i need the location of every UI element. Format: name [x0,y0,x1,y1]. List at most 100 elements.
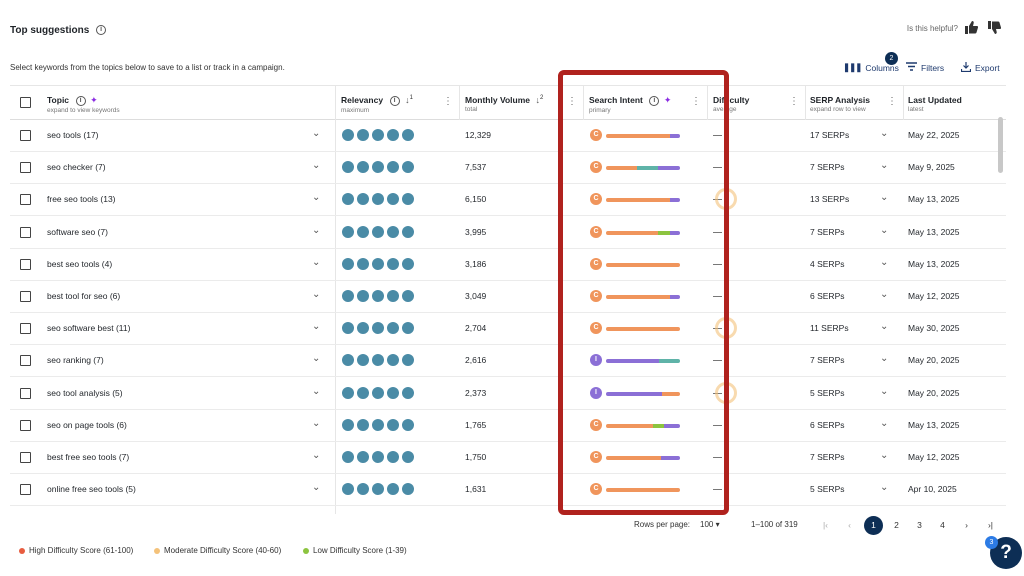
chevron-down-icon[interactable]: ⌄ [880,128,889,139]
table-row[interactable]: seo tools (17) ⌄ 12,329 C 17 SERPs ⌄ May… [10,120,1006,152]
topic-name[interactable]: best free seo tools (7) [47,452,130,462]
chevron-down-icon[interactable]: ⌄ [312,224,321,236]
table-row[interactable]: seo software best (11) ⌄ 2,704 C 11 SERP… [10,313,1006,346]
table-row[interactable]: seo checker (7) ⌄ 7,537 C 7 SERPs ⌄ May … [10,152,1006,185]
table-row[interactable]: best tool for seo (6) ⌄ 3,049 C 6 SERPs … [10,281,1006,313]
next-page-icon[interactable]: › [965,520,968,530]
chevron-down-icon[interactable]: ⌄ [880,353,889,365]
column-serp[interactable]: SERP Analysis expand row to view [810,95,870,113]
topic-name[interactable]: online free seo tools (5) [47,484,136,495]
chevron-down-icon[interactable]: ⌄ [880,289,889,300]
table-row[interactable]: software seo (7) ⌄ 3,995 C 7 SERPs ⌄ May… [10,217,1006,249]
table-row[interactable]: best seo tools (4) ⌄ 3,186 C 4 SERPs ⌄ M… [10,249,1006,281]
row-checkbox[interactable] [20,484,31,496]
chevron-down-icon[interactable]: ⌄ [312,450,321,461]
row-checkbox[interactable] [20,130,31,141]
select-all-checkbox[interactable] [20,97,31,108]
column-relevancy[interactable]: Relevancy i ↓1 maximum [341,95,413,114]
chevron-down-icon[interactable]: ⌄ [312,385,321,397]
row-checkbox[interactable] [20,355,31,367]
row-checkbox[interactable] [20,226,31,238]
row-checkbox[interactable] [20,387,31,399]
vertical-scrollbar[interactable] [998,117,1003,173]
chevron-down-icon[interactable]: ⌄ [312,417,321,429]
topic-name[interactable]: seo software best (11) [47,323,131,334]
column-intent[interactable]: Search Intent i ✦ primary [589,95,671,114]
thumbs-up-icon[interactable] [964,21,979,36]
column-volume[interactable]: Monthly Volume ↓2 total [465,95,543,113]
chevron-down-icon[interactable]: ⌄ [880,256,889,268]
chevron-down-icon[interactable]: ⌄ [312,482,321,494]
row-checkbox[interactable] [20,419,31,431]
chevron-down-icon[interactable]: ⌄ [312,353,321,365]
column-topic[interactable]: Topic i ✦ expand to view keywords [47,95,120,114]
topic-name[interactable]: best seo tools (4) [47,258,113,269]
info-icon[interactable]: i [75,95,86,106]
column-menu-icon[interactable]: ⋮ [789,96,799,107]
row-checkbox[interactable] [20,162,31,174]
chevron-down-icon[interactable]: ⌄ [312,192,321,204]
chevron-down-icon[interactable]: ⌄ [312,160,321,172]
chevron-down-icon[interactable]: ⌄ [312,321,321,333]
monthly-volume: 1,765 [465,419,487,430]
row-checkbox[interactable] [20,291,31,302]
topic-name[interactable]: seo ranking (7) [47,355,104,366]
table-row[interactable]: seo on page tools (6) ⌄ 1,765 C 6 SERPs … [10,410,1006,442]
sort-desc-icon[interactable]: ↓ [535,95,541,105]
chevron-down-icon[interactable]: ⌄ [880,385,889,397]
column-menu-icon[interactable]: ⋮ [443,96,453,107]
page-number-button[interactable]: 1 [864,516,883,535]
topic-name[interactable]: seo on page tools (6) [47,419,127,430]
column-menu-icon[interactable]: ⋮ [567,96,577,107]
chevron-down-icon[interactable]: ⌄ [880,192,889,204]
topic-name[interactable]: seo tools (17) [47,130,99,140]
info-icon[interactable]: i [96,25,107,36]
helpful-prompt: Is this helpful? [906,24,958,33]
topic-name[interactable]: free seo tools (13) [47,194,116,205]
intent-badge-icon: C [590,483,602,496]
column-menu-icon[interactable]: ⋮ [887,96,897,107]
row-checkbox[interactable] [20,258,31,270]
topic-name[interactable]: seo tool analysis (5) [47,387,123,398]
chevron-down-icon[interactable]: ⌄ [880,224,889,236]
first-page-icon[interactable]: |‹ [822,520,829,530]
column-menu-icon[interactable]: ⋮ [691,96,701,107]
chevron-down-icon[interactable]: ⌄ [880,450,889,461]
export-button[interactable]: Export [960,62,1000,74]
row-checkbox[interactable] [20,452,31,463]
last-page-icon[interactable]: ›| [987,520,994,530]
filters-button[interactable]: Filters [906,62,944,73]
row-checkbox[interactable] [20,194,31,206]
sort-desc-icon[interactable]: ↓ [405,95,410,105]
table-row[interactable]: seo tool analysis (5) ⌄ 2,373 I 5 SERPs … [10,378,1006,410]
chevron-down-icon[interactable]: ⌄ [312,289,321,300]
columns-button[interactable]: ❚❚❚ Columns [843,62,899,73]
column-updated[interactable]: Last Updated latest [908,95,962,113]
chevron-down-icon[interactable]: ⌄ [880,160,889,172]
last-updated-date: Apr 10, 2025 [908,484,957,495]
prev-page-icon[interactable]: ‹ [848,520,851,530]
table-row[interactable]: online free seo tools (5) ⌄ 1,631 C 5 SE… [10,474,1006,507]
intent-bar-segment [660,456,680,460]
thumbs-down-icon[interactable] [987,21,1002,36]
row-checkbox[interactable] [20,323,31,335]
topic-name[interactable]: software seo (7) [47,226,108,237]
chevron-down-icon[interactable]: ⌄ [312,256,321,268]
chevron-down-icon[interactable]: ⌄ [880,482,889,494]
info-icon[interactable]: i [649,95,660,106]
chevron-down-icon[interactable]: ⌄ [880,417,889,429]
page-number-button[interactable]: 2 [894,520,899,530]
topic-name[interactable]: best tool for seo (6) [47,291,121,301]
table-row[interactable]: seo ranking (7) ⌄ 2,616 I 7 SERPs ⌄ May … [10,345,1006,378]
legend-moderate-dot [154,547,160,554]
page-number-button[interactable]: 3 [917,520,922,530]
intent-bar-segment [606,456,661,460]
page-number-button[interactable]: 4 [940,520,945,530]
table-row[interactable]: free seo tools (13) ⌄ 6,150 C 13 SERPs ⌄… [10,184,1006,217]
table-row[interactable]: best free seo tools (7) ⌄ 1,750 C 7 SERP… [10,442,1006,474]
topic-name[interactable]: seo checker (7) [47,162,106,173]
chevron-down-icon[interactable]: ⌄ [880,321,889,333]
chevron-down-icon[interactable]: ⌄ [312,128,321,139]
rows-per-page-select[interactable]: 100 ▾ [700,520,720,529]
info-icon[interactable]: i [389,95,400,106]
